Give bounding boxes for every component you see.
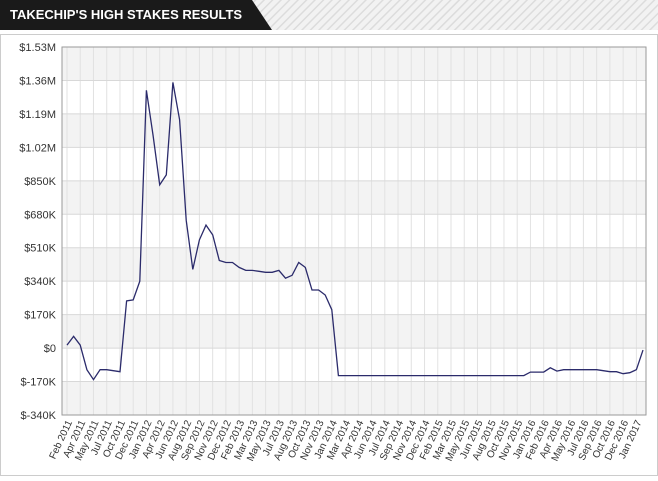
data-line: [66, 82, 644, 381]
y-tick-label: $1.02M: [19, 142, 56, 154]
plot-band: [62, 247, 646, 282]
y-tick-label: $680K: [24, 209, 56, 221]
y-tick-label: $-340K: [21, 410, 57, 422]
plot-background: [62, 47, 646, 415]
y-tick-label: $0: [44, 343, 56, 355]
chart-title: TAKECHIP'S HIGH STAKES RESULTS: [10, 7, 242, 22]
y-tick-label: $1.53M: [19, 42, 56, 54]
y-tick-label: $340K: [24, 276, 56, 288]
plot-frame: [61, 46, 647, 416]
plot-band: [62, 47, 646, 81]
y-tick-label: $1.19M: [19, 109, 56, 121]
plot-band: [62, 314, 646, 349]
y-tick-label: $170K: [24, 310, 56, 322]
header-banner: [0, 0, 272, 30]
y-tick-label: $850K: [24, 176, 56, 188]
y-tick-label: $510K: [24, 243, 56, 255]
y-tick-label: $-170K: [21, 377, 57, 389]
plot-band: [62, 180, 646, 215]
y-tick-label: $1.36M: [19, 75, 56, 87]
plot-band: [62, 381, 646, 415]
plot-band: [62, 113, 646, 148]
